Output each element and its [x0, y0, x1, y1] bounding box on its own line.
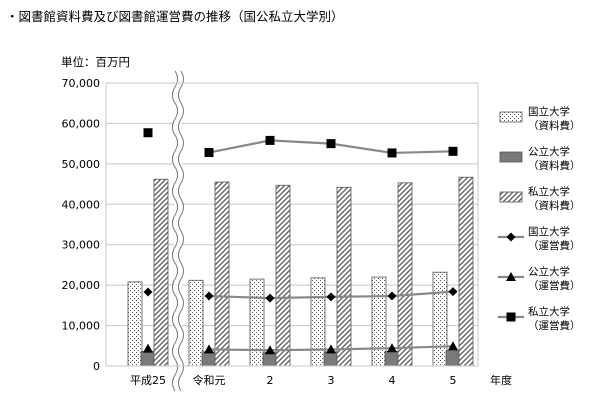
bar [201, 351, 217, 367]
point-marker [204, 148, 214, 158]
legend-label-line1: 国立大学 [528, 225, 570, 238]
legend-label-line1: 国立大学 [528, 105, 570, 118]
point-marker [326, 139, 336, 149]
legend-swatch [499, 111, 523, 123]
point-marker [387, 343, 397, 353]
x-tick-label: 4 [389, 374, 396, 387]
plot-area-border [105, 82, 479, 367]
bar [249, 278, 265, 367]
axis-break-line [172, 70, 178, 392]
x-axis-label: 年度 [490, 373, 512, 387]
point-marker [506, 232, 516, 242]
point-marker [326, 344, 336, 354]
legend-swatch [499, 151, 523, 163]
x-tick-label: 令和元 [193, 373, 226, 387]
bar [140, 351, 156, 367]
x-tick-label: 5 [450, 374, 457, 387]
bar [336, 186, 352, 367]
y-tick-label: 0 [93, 360, 100, 373]
axes: 0 10,000 20,000 30,000 40,000 50,000 60,000 70,… [62, 77, 513, 387]
axis-break [172, 69, 184, 392]
legend-item: 国立大学（資料費） [499, 105, 581, 132]
point-marker [265, 345, 275, 355]
point-marker [506, 272, 516, 281]
legend-item: 公立大学（資料費） [499, 145, 581, 172]
bar [127, 281, 143, 367]
legend-label-line1: 公立大学 [528, 145, 570, 158]
axis-break-line [178, 70, 184, 392]
y-tick-label: 30,000 [62, 239, 101, 252]
x-tick-label: 3 [328, 374, 335, 387]
point-marker [387, 291, 397, 301]
legend-label-line1: 公立大学 [528, 265, 570, 278]
point-marker [448, 341, 458, 351]
bar [188, 279, 204, 367]
y-tick-label: 70,000 [62, 77, 101, 90]
bar-series-group [127, 176, 474, 367]
bar [445, 350, 461, 367]
point-marker [143, 287, 153, 297]
point-marker [326, 292, 336, 302]
legend: 国立大学（資料費）公立大学（資料費）私立大学（資料費）国立大学（運営費）公立大学… [498, 105, 581, 332]
point-marker [506, 312, 516, 322]
line-series-group [143, 128, 458, 355]
point-marker [387, 148, 397, 158]
page-title: ・図書館資料費及び図書館運営費の推移（国公私立大学別） [6, 9, 344, 24]
legend-item: 私立大学（運営費） [498, 305, 581, 332]
y-tick-label: 10,000 [62, 320, 101, 333]
point-marker [143, 128, 153, 138]
bar [275, 184, 291, 367]
point-marker [204, 291, 214, 301]
bar [323, 351, 339, 367]
axis-break-gap [174, 69, 182, 380]
unit-label: 単位：百万円 [61, 55, 130, 69]
bar [371, 276, 387, 367]
point-marker [265, 135, 275, 145]
point-marker [204, 344, 214, 354]
x-tick-label: 2 [267, 374, 274, 387]
legend-item: 国立大学（運営費） [498, 225, 581, 252]
legend-label-line2: （資料費） [528, 119, 581, 132]
bar [310, 277, 326, 367]
bar [262, 351, 278, 367]
point-marker [448, 287, 458, 297]
legend-label-line2: （資料費） [528, 159, 581, 172]
legend-label-line1: 私立大学 [528, 185, 570, 198]
bar [153, 178, 169, 367]
y-tick-label: 40,000 [62, 198, 101, 211]
bar [214, 181, 230, 367]
bar [458, 176, 474, 367]
point-marker [448, 146, 458, 156]
legend-label-line2: （運営費） [528, 239, 581, 252]
legend-label-line2: （資料費） [528, 199, 581, 212]
legend-label-line2: （運営費） [528, 279, 581, 292]
legend-item: 公立大学（運営費） [498, 265, 581, 292]
legend-label-line2: （運営費） [528, 319, 581, 332]
bar [384, 351, 400, 367]
legend-swatch [499, 191, 523, 203]
y-tick-label: 50,000 [62, 158, 101, 171]
bar [397, 182, 413, 367]
y-tick-label: 20,000 [62, 279, 101, 292]
point-marker [265, 293, 275, 303]
point-marker [143, 343, 153, 353]
y-tick-label: 60,000 [62, 117, 101, 130]
x-tick-label: 平成25 [130, 374, 166, 387]
legend-item: 私立大学（資料費） [499, 185, 581, 212]
bar [432, 271, 448, 367]
legend-label-line1: 私立大学 [528, 305, 570, 318]
